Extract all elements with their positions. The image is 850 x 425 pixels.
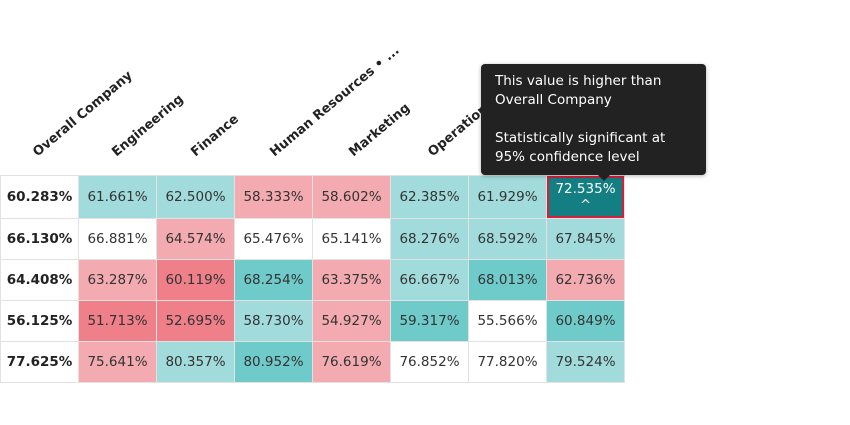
heatmap-cell[interactable]: 63.287% [78, 259, 157, 301]
tooltip-line2: Statistically significant at 95% confide… [495, 130, 666, 165]
heatmap-cell[interactable]: 66.667% [390, 259, 469, 301]
table-row: 60.283% 61.661% 62.500% 58.333% 58.602% 62.38… [0, 175, 625, 219]
heatmap-cell[interactable]: 59.317% [390, 300, 469, 342]
cell-value: 62.736% [555, 272, 616, 288]
cell-value: 58.333% [243, 189, 304, 205]
heatmap-cell[interactable]: 72.535% ^ [546, 175, 625, 219]
heatmap-cell[interactable]: 79.524% [546, 341, 625, 383]
cell-value: 58.730% [243, 313, 304, 329]
cell-value: 62.500% [165, 189, 226, 205]
cell-value: 58.602% [321, 189, 382, 205]
column-header[interactable]: Marketing [346, 100, 414, 160]
cell-value: 63.287% [87, 272, 148, 288]
heatmap-cell[interactable]: 61.929% [468, 175, 547, 219]
heatmap-cell[interactable]: 63.375% [312, 259, 391, 301]
heatmap-cell[interactable]: 75.641% [78, 341, 157, 383]
cell-value: 76.619% [321, 354, 382, 370]
cell-value: 64.574% [165, 231, 226, 247]
cell-value: 55.566% [477, 313, 538, 329]
heatmap-cell[interactable]: 80.357% [156, 341, 235, 383]
heatmap-cell[interactable]: 76.852% [390, 341, 469, 383]
cell-value: 60.849% [555, 313, 616, 329]
column-header[interactable]: Engineering [109, 91, 187, 160]
heatmap-cell[interactable]: 68.013% [468, 259, 547, 301]
cell-value: 61.661% [87, 189, 148, 205]
heatmap-cell[interactable]: 68.254% [234, 259, 313, 301]
cell-value: 75.641% [87, 354, 148, 370]
heatmap-cell[interactable]: 55.566% [468, 300, 547, 342]
overall-value: 77.625% [0, 341, 79, 383]
heatmap-cell[interactable]: 60.849% [546, 300, 625, 342]
heatmap-cell[interactable]: 65.476% [234, 218, 313, 260]
heatmap-cell[interactable]: 60.119% [156, 259, 235, 301]
cell-value: 67.845% [555, 231, 616, 247]
tooltip: This value is higher than Overall Compan… [481, 64, 706, 181]
heatmap-cell[interactable]: 58.333% [234, 175, 313, 219]
cell-value: 51.713% [87, 313, 148, 329]
heatmap-cell[interactable]: 61.661% [78, 175, 157, 219]
heatmap-cell[interactable]: 67.845% [546, 218, 625, 260]
heatmap-cell[interactable]: 65.141% [312, 218, 391, 260]
column-header[interactable]: Finance [188, 111, 242, 160]
cell-value: 72.535% ^ [547, 176, 624, 218]
cell-value: 63.375% [321, 272, 382, 288]
heatmap-cell[interactable]: 52.695% [156, 300, 235, 342]
overall-value: 64.408% [0, 259, 79, 301]
column-header[interactable]: Human Resources • ... [267, 43, 403, 161]
cell-value: 66.667% [399, 272, 460, 288]
heatmap-cell[interactable]: 68.592% [468, 218, 547, 260]
heatmap-cell[interactable]: 66.881% [78, 218, 157, 260]
cell-value: 60.119% [165, 272, 226, 288]
heatmap-cell[interactable]: 76.619% [312, 341, 391, 383]
cell-value: 66.881% [87, 231, 148, 247]
overall-value: 60.283% [0, 175, 79, 219]
cell-value: 65.476% [243, 231, 304, 247]
table-row: 77.625% 75.641% 80.357% 80.952% 76.619% 76.85… [0, 341, 625, 383]
cell-value: 68.013% [477, 272, 538, 288]
cell-value: 77.820% [477, 354, 538, 370]
heatmap-cell[interactable]: 54.927% [312, 300, 391, 342]
cell-value: 61.929% [477, 189, 538, 205]
heatmap-cell[interactable]: 80.952% [234, 341, 313, 383]
heatmap-cell[interactable]: 62.736% [546, 259, 625, 301]
heatmap-cell[interactable]: 77.820% [468, 341, 547, 383]
heatmap-cell[interactable]: 62.500% [156, 175, 235, 219]
cell-value: 68.254% [243, 272, 304, 288]
cell-value: 52.695% [165, 313, 226, 329]
cell-value: 62.385% [399, 189, 460, 205]
cell-value: 80.952% [243, 354, 304, 370]
heatmap-table: 60.283% 61.661% 62.500% 58.333% 58.602% 62.38… [0, 175, 625, 383]
heatmap-cell[interactable]: 62.385% [390, 175, 469, 219]
cell-value: 59.317% [399, 313, 460, 329]
cell-value: 65.141% [321, 231, 382, 247]
heatmap-cell[interactable]: 51.713% [78, 300, 157, 342]
heatmap-cell[interactable]: 58.602% [312, 175, 391, 219]
cell-value: 76.852% [399, 354, 460, 370]
heatmap-cell[interactable]: 64.574% [156, 218, 235, 260]
cell-value: 68.592% [477, 231, 538, 247]
cell-value: 79.524% [555, 354, 616, 370]
tooltip-line1: This value is higher than Overall Compan… [495, 73, 662, 108]
table-row: 56.125% 51.713% 52.695% 58.730% 54.927% 59.31… [0, 300, 625, 342]
cell-value: 80.357% [165, 354, 226, 370]
table-row: 66.130% 66.881% 64.574% 65.476% 65.141% 68.27… [0, 218, 625, 260]
table-row: 64.408% 63.287% 60.119% 68.254% 63.375% 66.66… [0, 259, 625, 301]
cell-value: 68.276% [399, 231, 460, 247]
heatmap-cell[interactable]: 68.276% [390, 218, 469, 260]
overall-value: 56.125% [0, 300, 79, 342]
heatmap-cell[interactable]: 58.730% [234, 300, 313, 342]
overall-value: 66.130% [0, 218, 79, 260]
cell-value: 54.927% [321, 313, 382, 329]
